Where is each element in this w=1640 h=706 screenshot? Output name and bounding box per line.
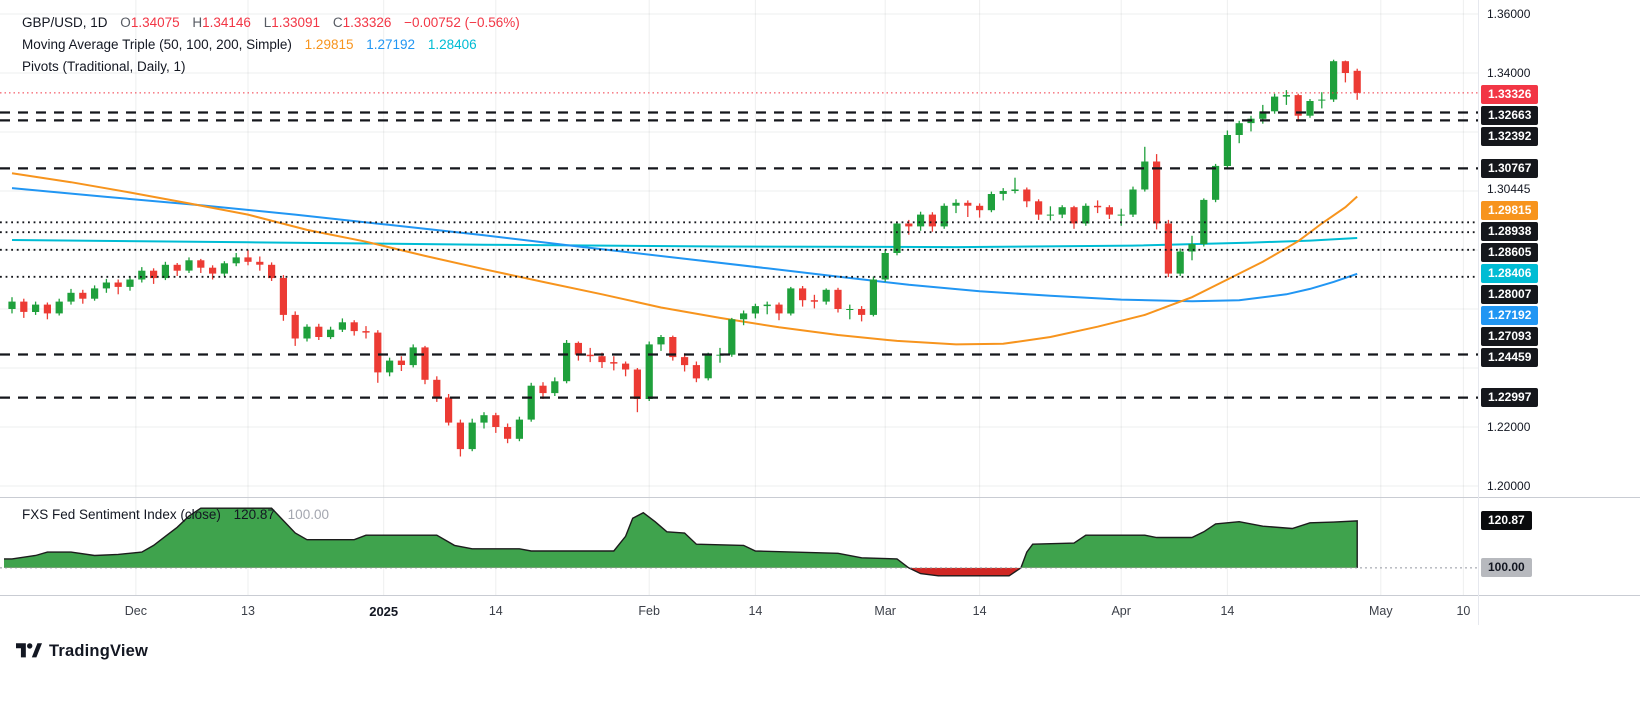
close-value: 1.33326 bbox=[342, 15, 392, 30]
ma100-value: 1.27192 bbox=[366, 37, 416, 52]
sentiment-scale-badge: 100.00 bbox=[1481, 558, 1532, 578]
symbol-ohlc-row: GBP/USD, 1D O1.34075 H1.34146 L1.33091 C… bbox=[22, 15, 520, 30]
close-label: C bbox=[332, 15, 343, 30]
pivots-indicator-title[interactable]: Pivots (Traditional, Daily, 1) bbox=[22, 59, 186, 74]
price-scale[interactable]: 1.36000 1.34000 1.33326 1.32663 1.32392 1.307… bbox=[1478, 0, 1640, 625]
time-axis[interactable]: Dec 13 2025 14 Feb 14 Mar 14 Apr 14 May 10 bbox=[0, 596, 1478, 626]
tradingview-logo[interactable]: TradingView bbox=[16, 640, 148, 662]
high-value: 1.34146 bbox=[202, 15, 251, 30]
time-axis-label: Apr bbox=[1111, 604, 1131, 618]
tradingview-logo-text: TradingView bbox=[49, 641, 149, 660]
ma50-value: 1.29815 bbox=[304, 37, 354, 52]
high-label: H bbox=[192, 15, 203, 30]
time-axis-label: 10 bbox=[1456, 604, 1471, 618]
price-axis-label: 1.22000 bbox=[1487, 419, 1531, 434]
price-level-badge: 1.22997 bbox=[1481, 388, 1539, 408]
sentiment-scale-badge: 120.87 bbox=[1481, 511, 1532, 531]
price-level-badge: 1.28938 bbox=[1481, 221, 1539, 241]
ma200-value: 1.28406 bbox=[427, 37, 477, 52]
time-axis-label: Mar bbox=[874, 604, 896, 618]
price-level-badge: 1.30767 bbox=[1481, 158, 1539, 178]
tradingview-logo-icon bbox=[16, 643, 42, 658]
price-level-badge: 1.32663 bbox=[1481, 105, 1539, 125]
ma-indicator-title[interactable]: Moving Average Triple (50, 100, 200, Sim… bbox=[22, 37, 292, 52]
price-level-badge: 1.29815 bbox=[1481, 200, 1539, 220]
sentiment-indicator-row: FXS Fed Sentiment Index (close) 120.87 1… bbox=[22, 507, 329, 522]
ma-indicator-row: Moving Average Triple (50, 100, 200, Sim… bbox=[22, 37, 477, 52]
price-level-badge: 1.32392 bbox=[1481, 126, 1539, 146]
time-axis-label: 14 bbox=[748, 604, 763, 618]
price-level-badge: 1.28007 bbox=[1481, 284, 1539, 304]
price-level-badge: 1.28605 bbox=[1481, 242, 1539, 262]
open-label: O bbox=[120, 15, 131, 30]
price-axis-label: 1.20000 bbox=[1487, 478, 1531, 493]
sentiment-current-value: 120.87 bbox=[233, 507, 275, 522]
pivots-indicator-row: Pivots (Traditional, Daily, 1) bbox=[22, 59, 186, 74]
price-level-badge: 1.27093 bbox=[1481, 326, 1539, 346]
price-level-badge: 1.33326 bbox=[1481, 84, 1539, 104]
time-axis-label: 14 bbox=[488, 604, 503, 618]
time-axis-label: May bbox=[1368, 604, 1393, 618]
price-axis-label: 1.30445 bbox=[1487, 182, 1531, 197]
price-axis-label: 1.36000 bbox=[1487, 7, 1531, 21]
sentiment-baseline-value: 100.00 bbox=[287, 507, 329, 522]
low-label: L bbox=[263, 15, 272, 30]
time-axis-label: 14 bbox=[1220, 604, 1235, 618]
low-value: 1.33091 bbox=[271, 15, 321, 30]
time-axis-label: Feb bbox=[638, 604, 660, 618]
price-level-badge: 1.24459 bbox=[1481, 347, 1539, 367]
sentiment-indicator-title[interactable]: FXS Fed Sentiment Index (close) bbox=[22, 507, 221, 522]
open-value: 1.34075 bbox=[130, 15, 180, 30]
price-axis-label: 1.34000 bbox=[1487, 66, 1531, 80]
time-axis-label: Dec bbox=[124, 604, 148, 618]
price-level-badge: 1.27192 bbox=[1481, 305, 1539, 325]
symbol-title[interactable]: GBP/USD, 1D bbox=[22, 15, 108, 30]
change-value: −0.00752 (−0.56%) bbox=[404, 15, 520, 30]
time-axis-label: 13 bbox=[241, 604, 255, 618]
time-axis-label: 14 bbox=[972, 604, 987, 618]
price-level-badge: 1.28406 bbox=[1481, 263, 1539, 283]
time-axis-label: 2025 bbox=[369, 604, 399, 619]
